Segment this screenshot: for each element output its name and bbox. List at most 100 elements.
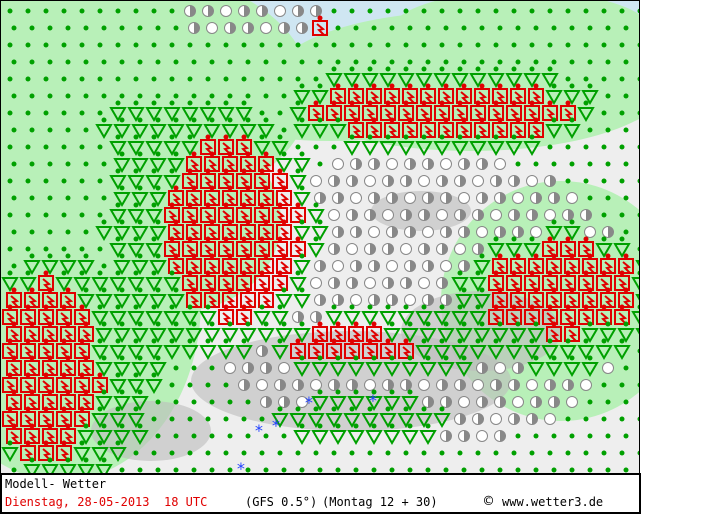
thunderstorm-icon <box>578 309 594 325</box>
cloud-cover-icon <box>364 379 376 391</box>
cloud-cover-icon <box>386 260 398 272</box>
cloud-cover-icon <box>566 396 578 408</box>
drizzle-dot-icon <box>209 467 215 473</box>
thunderstorm-icon <box>492 292 508 308</box>
rain-shower-icon <box>383 362 401 377</box>
drizzle-dot-icon <box>187 382 193 388</box>
drizzle-dot-icon <box>443 59 449 65</box>
cloud-cover-icon <box>386 158 398 170</box>
thunderstorm-icon <box>560 309 576 325</box>
drizzle-dot-icon <box>349 42 355 48</box>
drizzle-dot-icon <box>133 76 139 82</box>
rain-shower-icon <box>581 362 599 377</box>
thunderstorm-icon <box>290 207 306 223</box>
drizzle-dot-icon <box>565 144 571 150</box>
drizzle-dot-icon <box>43 178 49 184</box>
rain-shower-icon <box>253 141 271 156</box>
rain-shower-icon <box>451 345 469 360</box>
thunderstorm-icon <box>42 326 58 342</box>
drizzle-dot-icon <box>29 93 35 99</box>
cloud-cover-icon <box>310 175 322 187</box>
rain-shower-icon <box>397 73 415 88</box>
rain-shower-icon <box>437 328 455 343</box>
drizzle-dot-icon <box>511 450 517 456</box>
thunderstorm-icon <box>348 122 364 138</box>
drizzle-dot-icon <box>547 144 553 150</box>
drizzle-dot-icon <box>623 59 629 65</box>
rain-shower-icon <box>217 107 235 122</box>
thunderstorm-icon <box>528 258 544 274</box>
thunderstorm-icon <box>330 326 346 342</box>
rain-shower-icon <box>343 311 361 326</box>
drizzle-dot-icon <box>25 212 31 218</box>
rain-shower-icon <box>199 107 217 122</box>
thunderstorm-icon <box>546 326 562 342</box>
drizzle-dot-icon <box>25 110 31 116</box>
drizzle-dot-icon <box>619 110 625 116</box>
thunderstorm-icon <box>474 88 490 104</box>
drizzle-dot-icon <box>119 59 125 65</box>
thunderstorm-icon <box>74 343 90 359</box>
drizzle-dot-icon <box>151 416 157 422</box>
drizzle-dot-icon <box>623 433 629 439</box>
rain-shower-icon <box>293 328 311 343</box>
rain-shower-icon <box>527 362 545 377</box>
thunderstorm-icon <box>6 394 22 410</box>
drizzle-dot-icon <box>497 467 503 473</box>
drizzle-dot-icon <box>209 365 215 371</box>
rain-shower-icon <box>523 243 541 258</box>
rain-shower-icon <box>469 141 487 156</box>
drizzle-dot-icon <box>191 399 197 405</box>
drizzle-dot-icon <box>637 110 639 116</box>
drizzle-dot-icon <box>191 93 197 99</box>
precipitation-area <box>391 1 639 71</box>
rain-shower-icon <box>199 345 217 360</box>
rain-shower-icon <box>77 294 95 309</box>
thunderstorm-icon <box>218 241 234 257</box>
rain-shower-icon <box>127 175 145 190</box>
rain-shower-icon <box>523 141 541 156</box>
thunderstorm-icon <box>488 105 504 121</box>
cloud-cover-icon <box>332 260 344 272</box>
drizzle-dot-icon <box>331 42 337 48</box>
cloud-cover-icon <box>224 362 236 374</box>
drizzle-dot-icon <box>155 433 161 439</box>
site-link[interactable]: www.wetter3.de <box>502 495 604 509</box>
rain-shower-icon <box>113 124 131 139</box>
drizzle-dot-icon <box>209 399 215 405</box>
drizzle-dot-icon <box>25 8 31 14</box>
thunderstorm-icon <box>24 292 40 308</box>
drizzle-dot-icon <box>7 212 13 218</box>
thunderstorm-icon <box>42 292 58 308</box>
rain-shower-icon <box>181 311 199 326</box>
drizzle-dot-icon <box>515 59 521 65</box>
rain-shower-icon <box>473 260 491 275</box>
drizzle-dot-icon <box>605 127 611 133</box>
rain-shower-icon <box>329 430 347 445</box>
drizzle-dot-icon <box>133 42 139 48</box>
thunderstorm-icon <box>2 309 18 325</box>
drizzle-dot-icon <box>29 25 35 31</box>
drizzle-dot-icon <box>7 144 13 150</box>
drizzle-dot-icon <box>223 76 229 82</box>
rain-shower-icon <box>167 294 185 309</box>
cloud-cover-icon <box>458 192 470 204</box>
rain-shower-icon <box>131 192 149 207</box>
drizzle-dot-icon <box>7 110 13 116</box>
drizzle-dot-icon <box>281 59 287 65</box>
rain-shower-icon <box>595 345 613 360</box>
drizzle-dot-icon <box>83 93 89 99</box>
drizzle-dot-icon <box>281 467 287 473</box>
rain-shower-icon <box>127 209 145 224</box>
drizzle-dot-icon <box>331 450 337 456</box>
drizzle-dot-icon <box>511 42 517 48</box>
drizzle-dot-icon <box>259 416 265 422</box>
rain-shower-icon <box>127 311 145 326</box>
rain-shower-icon <box>145 379 163 394</box>
drizzle-dot-icon <box>65 161 71 167</box>
rain-shower-icon <box>109 209 127 224</box>
thunderstorm-icon <box>236 139 252 155</box>
thunderstorm-icon <box>38 343 54 359</box>
thunderstorm-icon <box>164 241 180 257</box>
thunderstorm-icon <box>510 88 526 104</box>
